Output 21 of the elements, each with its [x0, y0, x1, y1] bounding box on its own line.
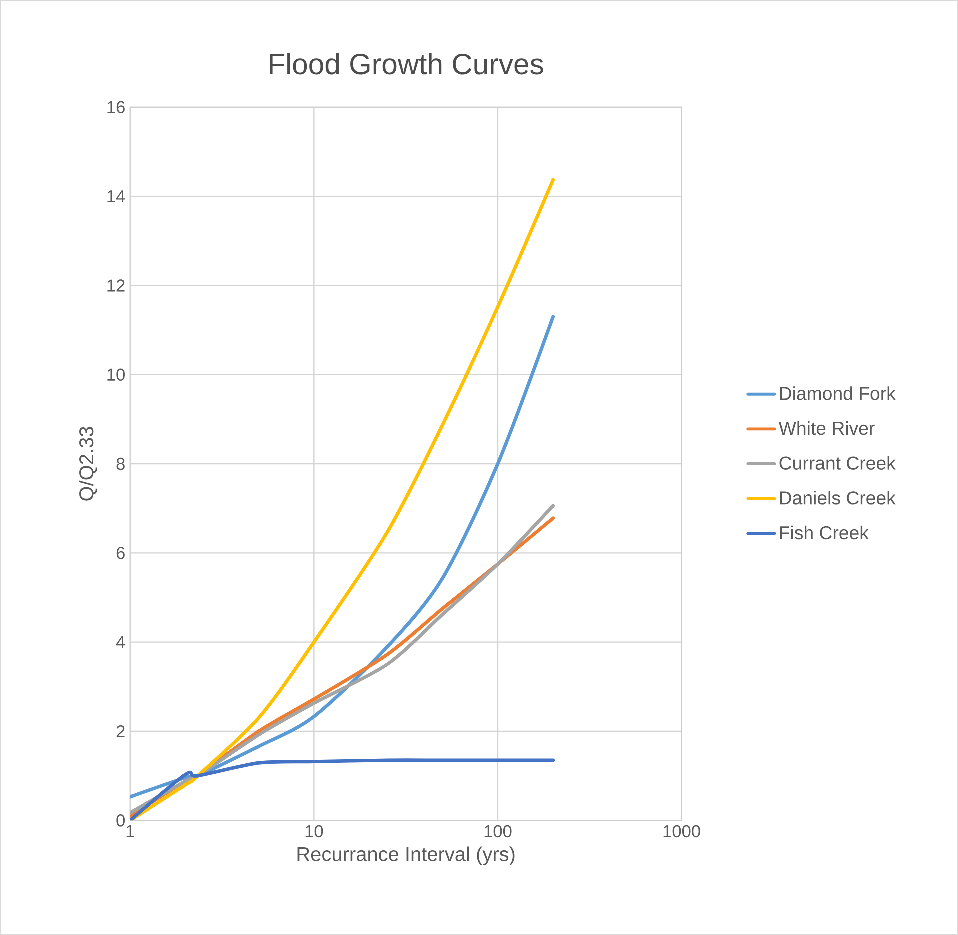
legend-label: Daniels Creek	[780, 491, 896, 505]
legend-label: Fish Creek	[780, 526, 869, 540]
y-tick-label: 2	[116, 725, 125, 738]
y-tick-label: 12	[108, 280, 125, 292]
y-tick-label: 16	[108, 101, 125, 114]
y-tick-label: 6	[116, 547, 125, 560]
y-tick-label: 14	[108, 190, 126, 202]
y-tick-label: 8	[116, 458, 125, 470]
x-axis-title: Recurrance Interval (yrs)	[298, 846, 515, 866]
y-tick-label: 4	[116, 636, 126, 648]
legend-label: Currant Creek	[780, 456, 896, 470]
legend-label: White River	[778, 421, 875, 436]
x-tick-label: 1000	[664, 825, 700, 838]
y-axis-title: Q/Q2.33	[79, 427, 98, 501]
y-tick-label: 10	[108, 368, 125, 381]
chart-title: Flood Growth Curves	[270, 53, 544, 75]
x-tick-label: 100	[484, 825, 512, 838]
legend-label: Diamond Fork	[780, 386, 896, 400]
x-tick-label: 10	[306, 825, 324, 838]
x-tick-label: 1	[126, 825, 134, 838]
y-tick-label: 0	[116, 814, 125, 827]
